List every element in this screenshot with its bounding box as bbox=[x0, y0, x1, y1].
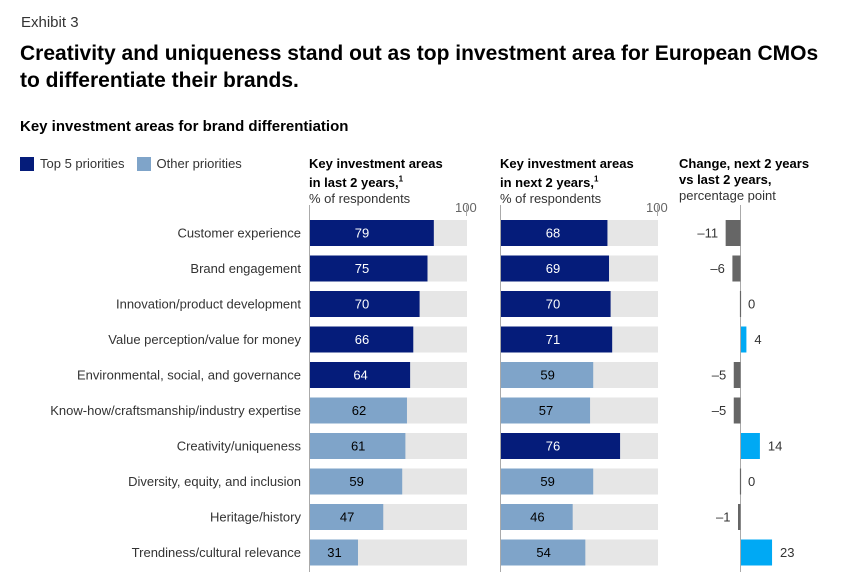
bar bbox=[310, 468, 403, 495]
column-title-line2: in last 2 years, bbox=[309, 175, 399, 191]
footnote-marker: 1 bbox=[593, 175, 599, 184]
column-unit: % of respondents bbox=[500, 191, 602, 207]
legend-swatch-other bbox=[136, 156, 151, 171]
category-label: Trendiness/cultural relevance bbox=[132, 545, 301, 560]
bar-value-label: 59 bbox=[540, 368, 554, 383]
chart-title: Creativity and uniqueness stand out as t… bbox=[20, 42, 819, 92]
footnote-marker: 1 bbox=[398, 175, 404, 184]
category-label: Innovation/product development bbox=[116, 297, 301, 312]
column-unit: percentage point bbox=[679, 188, 776, 203]
bar bbox=[310, 220, 434, 246]
column-header-change: Change, next 2 years vs last 2 years, pe… bbox=[679, 156, 809, 204]
bar bbox=[310, 362, 411, 388]
bar bbox=[501, 326, 613, 353]
change-bar bbox=[741, 433, 760, 459]
column-title-line1: Key investment areas bbox=[500, 156, 634, 171]
change-value-label: 23 bbox=[780, 545, 794, 560]
bar-value-label: 66 bbox=[355, 332, 369, 347]
category-label: Customer experience bbox=[177, 226, 301, 241]
legend-label-top5: Top 5 priorities bbox=[40, 156, 125, 171]
change-value-label: 14 bbox=[768, 439, 782, 454]
legend-item-other: Other priorities bbox=[136, 156, 242, 171]
bar bbox=[310, 539, 358, 566]
bar bbox=[310, 433, 406, 459]
legend: Top 5 priorities Other priorities bbox=[20, 156, 254, 171]
bar bbox=[310, 504, 384, 530]
bar-value-label: 64 bbox=[353, 368, 367, 383]
change-value-label: 0 bbox=[748, 474, 755, 489]
change-bar bbox=[741, 326, 747, 353]
category-label: Brand engagement bbox=[190, 261, 301, 276]
column-title-line2: vs last 2 years, bbox=[679, 172, 772, 187]
bar-value-label: 54 bbox=[536, 545, 550, 560]
bar-value-label: 59 bbox=[349, 474, 363, 489]
column-title-line1: Change, next 2 years bbox=[679, 156, 810, 171]
bar-value-label: 31 bbox=[327, 545, 341, 560]
bar-value-label: 59 bbox=[540, 474, 554, 489]
bar bbox=[501, 504, 573, 530]
change-value-label: –5 bbox=[712, 403, 726, 418]
bar-value-label: 57 bbox=[539, 403, 553, 418]
bar-value-label: 76 bbox=[546, 439, 560, 454]
legend-item-top5: Top 5 priorities bbox=[20, 156, 125, 171]
change-value-label: 4 bbox=[754, 332, 761, 347]
legend-swatch-top5 bbox=[20, 156, 34, 171]
bar-value-label: 46 bbox=[530, 510, 544, 525]
category-label: Creativity/uniqueness bbox=[177, 439, 302, 454]
change-bar bbox=[733, 362, 741, 388]
bar bbox=[501, 433, 621, 459]
bar-value-label: 70 bbox=[546, 297, 560, 312]
bar bbox=[501, 220, 608, 246]
column-header-last-2-years: Key investment areas in last 2 years,1 %… bbox=[309, 156, 443, 207]
column-header-next-2-years: Key investment areas in next 2 years,1 %… bbox=[500, 156, 634, 207]
change-value-label: –11 bbox=[697, 226, 718, 241]
column-unit: % of respondents bbox=[309, 191, 411, 207]
bar-value-label: 47 bbox=[340, 510, 354, 525]
bar-value-label: 70 bbox=[355, 297, 369, 312]
axis-max-label-next: 100 bbox=[646, 200, 668, 215]
change-bar bbox=[741, 539, 773, 566]
axis-max-label-last: 100 bbox=[455, 200, 477, 215]
change-bar bbox=[733, 397, 741, 424]
change-bar bbox=[725, 220, 741, 246]
chart-subtitle: Key investment areas for brand different… bbox=[20, 118, 349, 135]
bar bbox=[501, 397, 591, 424]
category-label: Diversity, equity, and inclusion bbox=[128, 474, 301, 489]
category-label: Environmental, social, and governance bbox=[77, 368, 301, 383]
bar bbox=[501, 539, 586, 566]
change-value-label: 0 bbox=[748, 297, 755, 312]
change-bar bbox=[738, 504, 741, 530]
exhibit-label: Exhibit 3 bbox=[21, 14, 79, 31]
bar-value-label: 79 bbox=[355, 226, 369, 241]
bar-value-label: 61 bbox=[351, 439, 365, 454]
category-label: Heritage/history bbox=[210, 510, 302, 525]
change-bar bbox=[732, 255, 741, 282]
category-label: Value perception/value for money bbox=[108, 332, 301, 347]
bar bbox=[501, 255, 610, 282]
legend-label-other: Other priorities bbox=[156, 156, 242, 171]
bar-value-label: 62 bbox=[352, 403, 366, 418]
bar-value-label: 75 bbox=[355, 261, 369, 276]
category-label: Know-how/craftsmanship/industry expertis… bbox=[50, 403, 301, 418]
change-value-label: –6 bbox=[710, 261, 724, 276]
bar bbox=[501, 362, 594, 388]
bar-value-label: 71 bbox=[546, 332, 560, 347]
column-title-line1: Key investment areas bbox=[309, 156, 443, 171]
change-value-label: –1 bbox=[716, 510, 730, 525]
bar bbox=[501, 291, 611, 317]
bar bbox=[310, 291, 420, 317]
column-title-line2: in next 2 years, bbox=[500, 175, 594, 191]
bar bbox=[501, 468, 594, 495]
bar bbox=[310, 255, 428, 282]
bar-value-label: 68 bbox=[546, 226, 560, 241]
bar bbox=[310, 326, 414, 353]
change-value-label: –5 bbox=[712, 368, 726, 383]
bar-value-label: 69 bbox=[546, 261, 560, 276]
bar bbox=[310, 397, 407, 424]
